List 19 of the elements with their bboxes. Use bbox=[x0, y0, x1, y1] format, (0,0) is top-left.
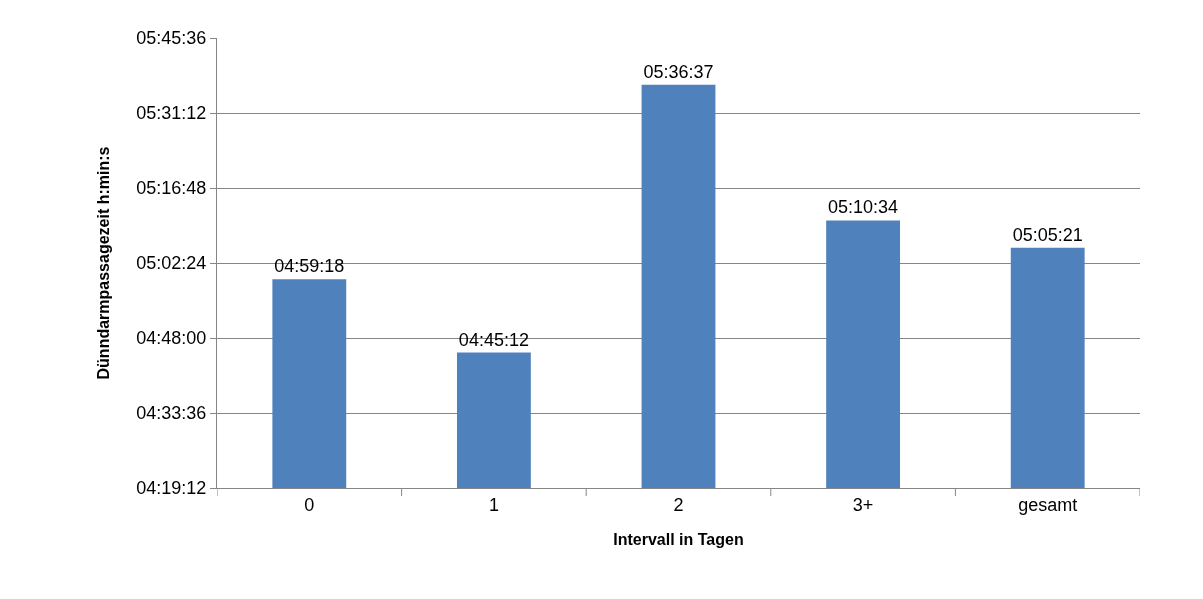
x-tick-label: gesamt bbox=[1018, 494, 1078, 515]
data-label: 05:05:21 bbox=[1012, 224, 1083, 245]
y-tick-label: 04:19:12 bbox=[136, 478, 207, 499]
y-tick-label: 05:31:12 bbox=[136, 103, 207, 124]
data-label: 04:45:12 bbox=[458, 329, 529, 350]
data-label: 05:36:37 bbox=[643, 61, 714, 82]
y-tick-label: 05:45:36 bbox=[136, 28, 207, 49]
x-axis-title: Intervall in Tagen bbox=[613, 531, 744, 549]
x-tick-label: 0 bbox=[304, 494, 315, 515]
data-label: 04:59:18 bbox=[274, 256, 345, 277]
x-tick-label: 3+ bbox=[852, 494, 874, 515]
y-tick-label: 04:33:36 bbox=[136, 403, 207, 424]
y-tick-label: 05:16:48 bbox=[136, 178, 207, 199]
y-tick-label: 05:02:24 bbox=[136, 253, 207, 274]
x-tick-label: 1 bbox=[488, 494, 499, 515]
y-tick-label: 04:48:00 bbox=[136, 328, 207, 349]
x-tick-label: 2 bbox=[673, 494, 684, 515]
data-label: 05:10:34 bbox=[828, 197, 899, 218]
y-axis-title: Dünndarmpassagezeit h:min:s bbox=[95, 146, 113, 380]
